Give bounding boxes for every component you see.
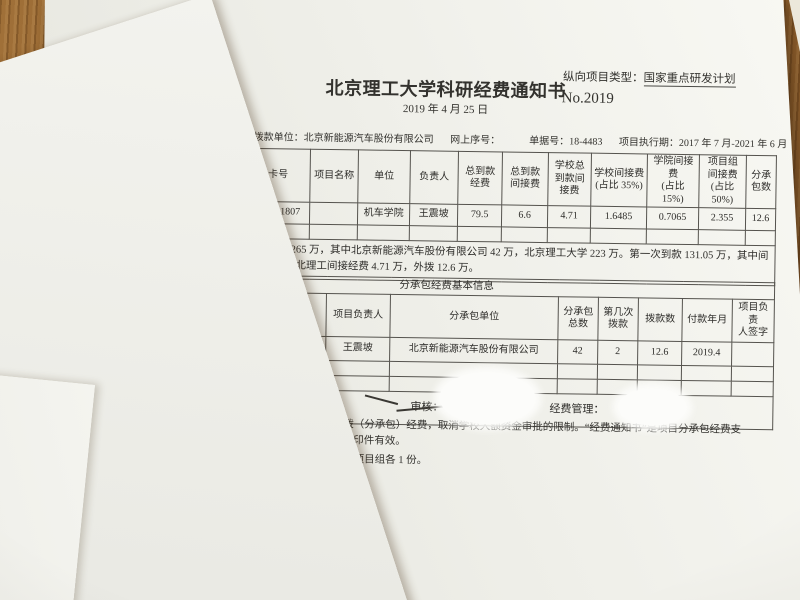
cell: 2019.4 (681, 341, 732, 367)
col-header: 拨款数 (637, 297, 683, 342)
cell: 6.6 (501, 204, 548, 228)
col-header: 项目负责人 (325, 293, 391, 338)
period-field: 项目执行期：2017 年 7 月-2021 年 6 月 (619, 133, 788, 150)
cell (731, 342, 774, 367)
cell (309, 202, 358, 225)
cell: 2.355 (698, 207, 746, 231)
cell: 12.6 (745, 208, 776, 231)
document-date: 2019 年 4 月 25 日 (402, 103, 489, 117)
col-header: 分承 包数 (745, 155, 777, 209)
period-label: 项目执行期： (618, 137, 680, 149)
receipt-label: 单据号： (529, 135, 570, 148)
payer-label: 拨款单位： (253, 131, 304, 144)
project-type-value: 国家重点研发计划 (643, 72, 736, 88)
col-header: 分承包 总数 (557, 296, 599, 341)
col-header: 分承包单位 (389, 294, 559, 340)
cell: 42 (557, 339, 598, 365)
payer-value: 北京新能源汽车股份有限公司 (303, 132, 434, 146)
col-header: 总到款 经费 (457, 151, 503, 205)
cell: 1.6485 (590, 206, 647, 229)
payer-field: 拨款单位：北京新能源汽车股份有限公司 (254, 128, 434, 146)
receipt-value: 18-4483 (569, 136, 603, 148)
col-header: 单位 (357, 149, 411, 204)
cell: 2 (597, 340, 638, 365)
col-header: 学校总 到款间 接费 (547, 152, 592, 207)
redaction-blob (618, 388, 687, 427)
cell: 王震坡 (409, 203, 458, 227)
col-header: 学院间接费 (占比 15%) (646, 153, 700, 208)
cell: 12.6 (637, 340, 682, 366)
corner-paper-sliver (789, 0, 800, 52)
cell: 北京新能源汽车股份有限公司 (389, 337, 558, 364)
cell: 79.5 (457, 204, 502, 227)
col-header: 项目名称 (309, 149, 359, 203)
col-header: 负责人 (409, 150, 459, 205)
col-header: 项目负责 人签字 (731, 299, 775, 343)
col-header: 学校间接费 (占比 35%) (590, 153, 648, 207)
col-header: 项目组 间接费 (占比 50%) (698, 154, 747, 209)
col-header: 第几次 拨款 (597, 297, 639, 341)
info-line: 79.5 万 拨款单位：北京新能源汽车股份有限公司 网上序号： 单据号：18-4… (203, 127, 787, 150)
finance-mgmt-label: 经费管理： (549, 403, 605, 416)
col-header: 付款年月 (681, 298, 733, 343)
cell: 机车学院 (357, 202, 410, 226)
cell: 王震坡 (325, 336, 390, 362)
col-header: 总到款 间接费 (501, 151, 549, 206)
cell: 4.71 (547, 205, 591, 229)
receipt-field: 单据号：18-4483 (529, 132, 603, 148)
cell: 0.7065 (646, 206, 699, 230)
online-serial-label: 网上序号： (450, 134, 501, 147)
period-value: 2017 年 7 月-2021 年 6 月 (678, 137, 788, 151)
